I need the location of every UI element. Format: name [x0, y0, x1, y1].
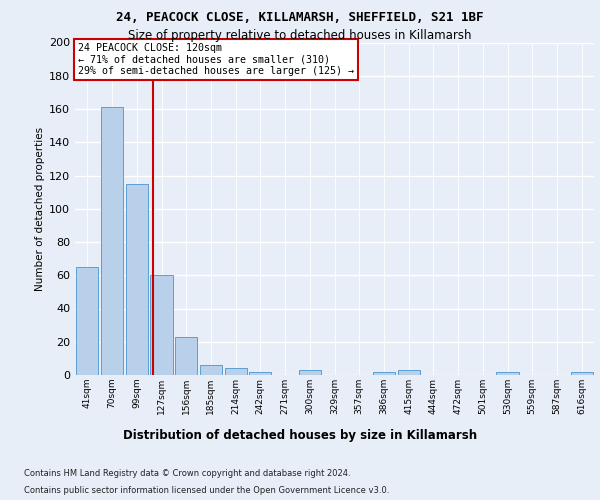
Text: Contains public sector information licensed under the Open Government Licence v3: Contains public sector information licen…	[24, 486, 389, 495]
Text: Size of property relative to detached houses in Killamarsh: Size of property relative to detached ho…	[128, 29, 472, 42]
Text: 24 PEACOCK CLOSE: 120sqm
← 71% of detached houses are smaller (310)
29% of semi-: 24 PEACOCK CLOSE: 120sqm ← 71% of detach…	[77, 43, 353, 76]
Bar	[76, 267, 98, 375]
Bar	[571, 372, 593, 375]
Bar	[175, 337, 197, 375]
Text: Contains HM Land Registry data © Crown copyright and database right 2024.: Contains HM Land Registry data © Crown c…	[24, 468, 350, 477]
Bar	[101, 108, 123, 375]
Bar	[398, 370, 420, 375]
Text: Distribution of detached houses by size in Killamarsh: Distribution of detached houses by size …	[123, 430, 477, 442]
Y-axis label: Number of detached properties: Number of detached properties	[35, 126, 45, 291]
Bar	[151, 275, 173, 375]
Bar	[200, 365, 222, 375]
Bar	[224, 368, 247, 375]
Bar	[125, 184, 148, 375]
Text: 24, PEACOCK CLOSE, KILLAMARSH, SHEFFIELD, S21 1BF: 24, PEACOCK CLOSE, KILLAMARSH, SHEFFIELD…	[116, 11, 484, 24]
Bar	[496, 372, 518, 375]
Bar	[299, 370, 321, 375]
Bar	[373, 372, 395, 375]
Bar	[249, 372, 271, 375]
